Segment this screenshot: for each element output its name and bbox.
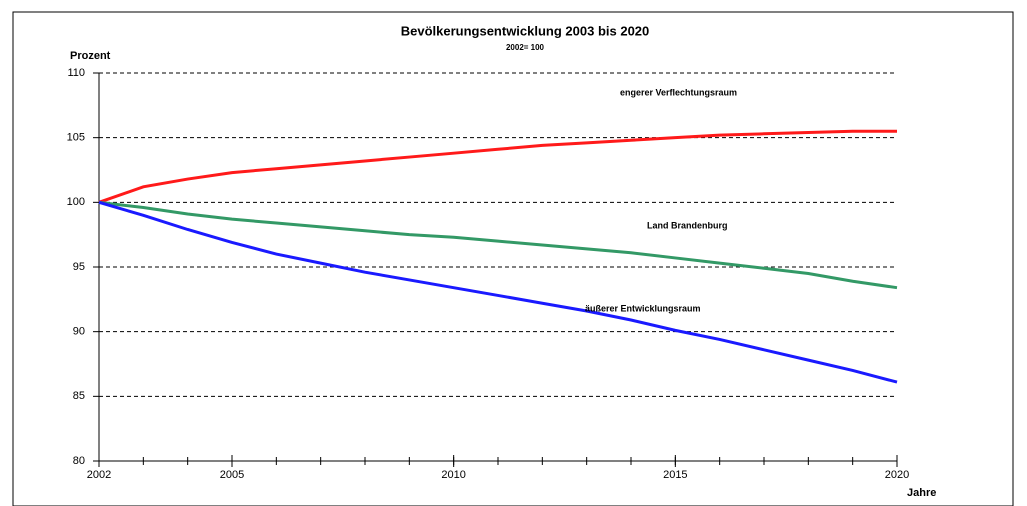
x-tick-label: 2015: [663, 469, 687, 481]
series-label: äußerer Entwicklungsraum: [585, 303, 701, 313]
y-axis-label: Prozent: [70, 50, 111, 62]
chart-subtitle: 2002= 100: [506, 43, 545, 52]
series-label: engerer Verflechtungsraum: [620, 87, 737, 97]
x-tick-label: 2020: [885, 469, 909, 481]
y-tick-label: 85: [73, 390, 85, 402]
x-axis-label: Jahre: [907, 487, 936, 499]
y-tick-label: 105: [67, 132, 85, 144]
frame: [12, 11, 1014, 506]
x-tick-label: 2002: [87, 469, 111, 481]
chart-title: Bevölkerungsentwicklung 2003 bis 2020: [401, 23, 650, 38]
series-line: [98, 129, 897, 204]
series-label: Land Brandenburg: [647, 220, 728, 230]
y-tick-label: 100: [67, 196, 85, 208]
y-tick-label: 90: [73, 326, 85, 338]
y-tick-label: 95: [73, 261, 85, 273]
series-line: [98, 200, 898, 384]
x-tick-label: 2010: [441, 469, 465, 481]
x-tick-label: 2005: [220, 469, 244, 481]
y-tick-label: 110: [67, 67, 85, 79]
y-tick-label: 80: [73, 455, 85, 467]
series-line: [98, 200, 898, 290]
